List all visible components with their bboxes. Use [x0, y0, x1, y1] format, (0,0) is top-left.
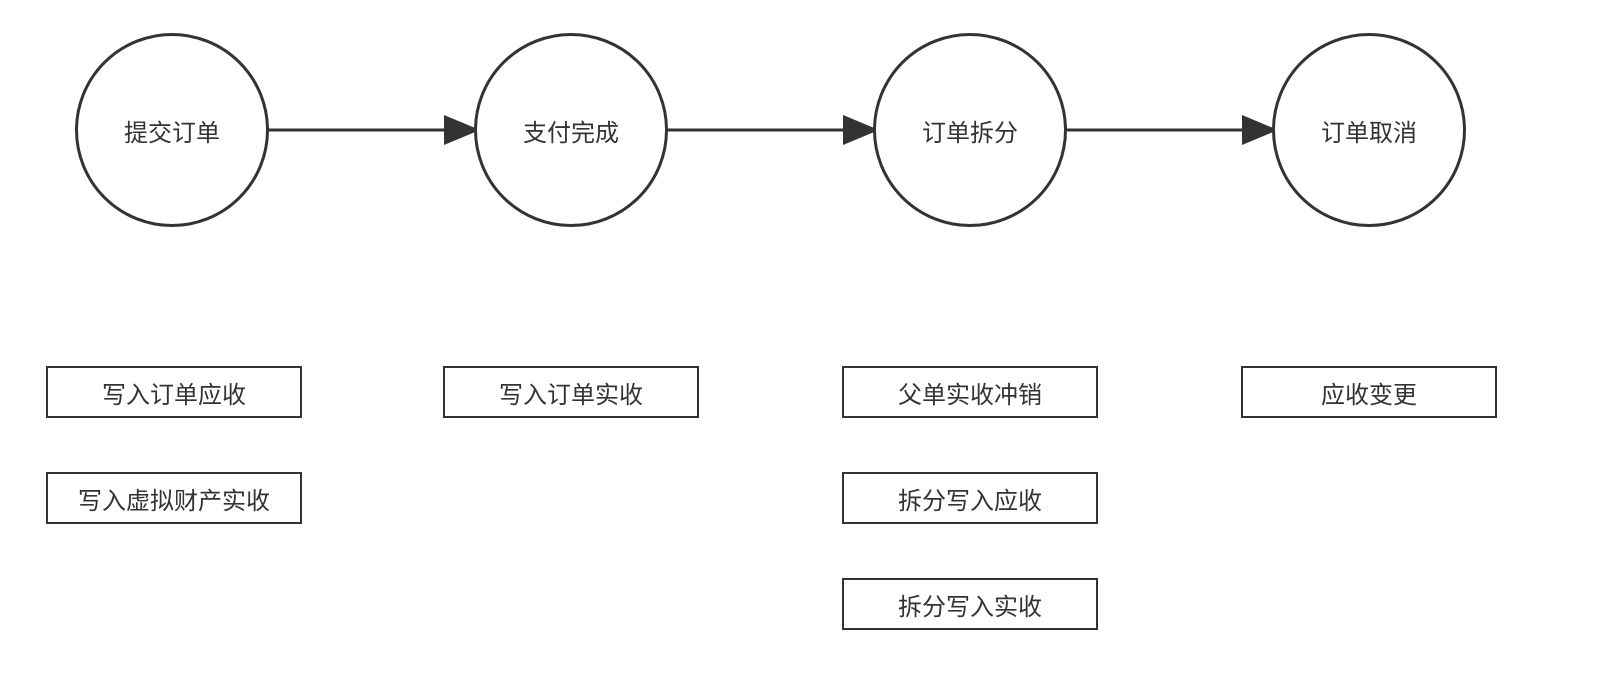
- flow-node-label: 订单取消: [1321, 113, 1417, 148]
- action-box-label: 父单实收冲销: [898, 375, 1042, 410]
- flow-node-label: 支付完成: [523, 113, 619, 148]
- action-box-b3: 写入订单实收: [443, 366, 699, 418]
- action-box-b1: 写入订单应收: [46, 366, 302, 418]
- action-box-label: 应收变更: [1321, 375, 1417, 410]
- action-box-b7: 应收变更: [1241, 366, 1497, 418]
- action-box-b4: 父单实收冲销: [842, 366, 1098, 418]
- action-box-label: 拆分写入应收: [898, 481, 1042, 516]
- action-box-b5: 拆分写入应收: [842, 472, 1098, 524]
- flow-node-label: 提交订单: [124, 113, 220, 148]
- action-box-label: 写入订单实收: [499, 375, 643, 410]
- action-box-label: 拆分写入实收: [898, 587, 1042, 622]
- flow-node-n3: 订单拆分: [873, 33, 1067, 227]
- flow-node-n1: 提交订单: [75, 33, 269, 227]
- action-box-b2: 写入虚拟财产实收: [46, 472, 302, 524]
- flow-node-n2: 支付完成: [474, 33, 668, 227]
- action-box-b6: 拆分写入实收: [842, 578, 1098, 630]
- flow-node-label: 订单拆分: [922, 113, 1018, 148]
- flow-node-n4: 订单取消: [1272, 33, 1466, 227]
- flowchart-diagram: 提交订单 支付完成 订单拆分 订单取消写入订单应收写入虚拟财产实收 写入订单实收 父单实收…: [0, 0, 1608, 698]
- action-box-label: 写入订单应收: [102, 375, 246, 410]
- action-box-label: 写入虚拟财产实收: [78, 481, 270, 516]
